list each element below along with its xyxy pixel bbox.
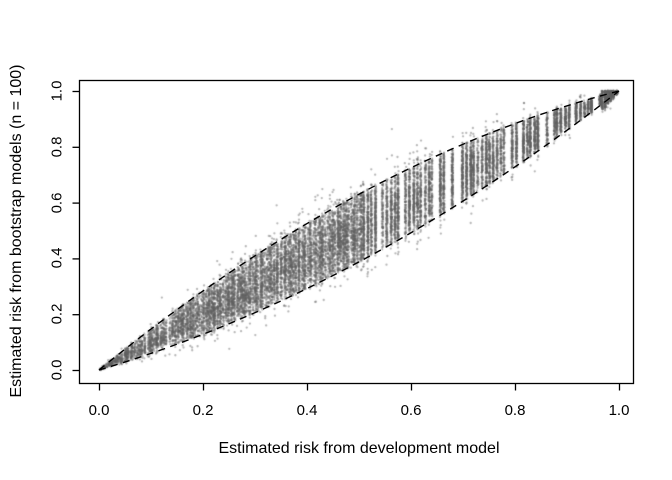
x-tick-label: 0.4	[296, 402, 318, 419]
x-tick-label: 0.2	[192, 402, 214, 419]
x-tick-label: 0.8	[504, 402, 526, 419]
x-axis-title: Estimated risk from development model	[218, 440, 500, 457]
y-tick-label: 0.2	[48, 303, 66, 325]
plot-border	[78, 79, 635, 385]
upper-bound-line	[98, 90, 620, 371]
y-tick-label: 0.0	[48, 359, 66, 381]
y-tick-label: 1.0	[48, 80, 66, 102]
x-tick-label: 1.0	[608, 402, 630, 419]
lower-bound-line	[98, 90, 620, 371]
y-tick-label: 0.8	[48, 136, 66, 158]
y-axis-title: Estimated risk from bootstrap models (n …	[8, 64, 25, 398]
y-tick-label: 0.4	[48, 247, 66, 269]
x-tick-label: 0.6	[400, 402, 422, 419]
x-tick-label: 0.0	[88, 402, 110, 419]
y-tick-label: 0.6	[48, 192, 66, 214]
